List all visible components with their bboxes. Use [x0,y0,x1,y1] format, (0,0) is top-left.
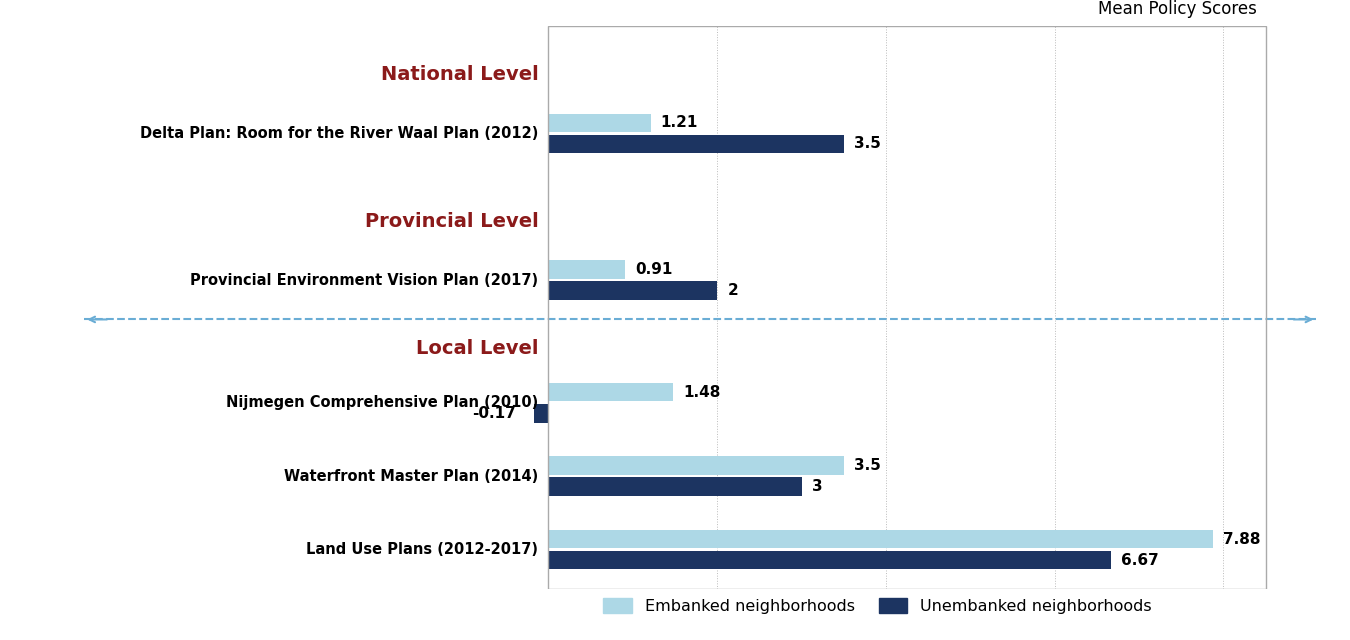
Text: Delta Plan: Room for the River Waal Plan (2012): Delta Plan: Room for the River Waal Plan… [140,126,539,141]
Bar [548,383,674,401]
Text: Provincial Environment Vision Plan (2017): Provincial Environment Vision Plan (2017… [190,273,539,288]
Text: 3.5: 3.5 [853,136,880,152]
Text: 1.48: 1.48 [683,385,721,399]
Text: 2: 2 [728,284,738,298]
Text: 3.5: 3.5 [853,458,880,473]
Text: 1.21: 1.21 [660,115,698,131]
Bar [548,282,717,300]
Bar [548,113,651,132]
Bar [535,404,548,422]
Text: Provincial Level: Provincial Level [364,212,539,231]
Text: 0.91: 0.91 [636,262,672,277]
Bar [548,530,1214,548]
Text: Waterfront Master Plan (2014): Waterfront Master Plan (2014) [284,468,539,484]
Bar [548,260,625,279]
Bar [548,134,844,153]
Bar [548,477,802,496]
Text: -0.17: -0.17 [471,406,516,420]
Text: 7.88: 7.88 [1223,532,1261,547]
Text: 6.67: 6.67 [1122,553,1160,568]
Text: Nijmegen Comprehensive Plan (2010): Nijmegen Comprehensive Plan (2010) [225,395,539,410]
Text: National Level: National Level [381,65,539,84]
Bar [548,551,1111,570]
Text: Land Use Plans (2012-2017): Land Use Plans (2012-2017) [306,542,539,557]
Text: Local Level: Local Level [416,339,539,358]
Text: 3: 3 [811,479,822,494]
Text: Mean Policy Scores: Mean Policy Scores [1099,0,1257,19]
Legend: Embanked neighborhoods, Unembanked neighborhoods: Embanked neighborhoods, Unembanked neigh… [597,591,1158,620]
Bar [548,26,1266,589]
Bar [548,456,844,475]
